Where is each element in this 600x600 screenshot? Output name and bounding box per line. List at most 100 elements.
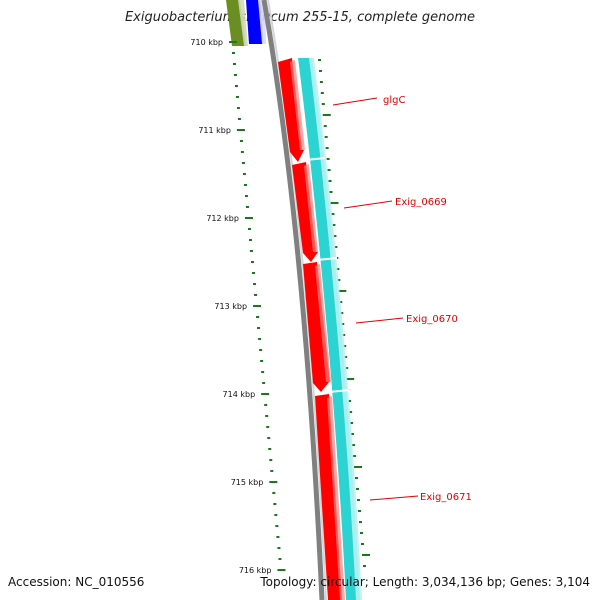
tick-major — [261, 393, 270, 395]
tick-minor — [232, 63, 236, 65]
tick-minor — [339, 301, 343, 303]
tick-minor — [278, 558, 282, 560]
tick-track — [229, 41, 286, 571]
tick-minor — [355, 477, 359, 479]
tick-labels: 710 kbp 711 kbp 712 kbp 713 kbp 714 kbp 715 k… — [190, 38, 271, 575]
tick-minor — [320, 92, 324, 94]
tick-major — [338, 290, 347, 292]
tick-minor — [343, 345, 347, 347]
tick-minor — [324, 136, 328, 138]
tick-minor — [356, 488, 360, 490]
tick-major — [236, 129, 245, 131]
tick-minor — [249, 250, 253, 252]
tick-minor — [340, 312, 344, 314]
tick-major — [253, 305, 262, 307]
tick-minor — [333, 235, 337, 237]
tick-minor — [349, 411, 353, 413]
tick-minor — [266, 426, 270, 428]
tick-minor — [237, 118, 241, 120]
tick-minor — [231, 52, 235, 54]
tick-minor — [258, 338, 262, 340]
cds-arrows-red — [278, 58, 345, 600]
tick-minor — [331, 213, 335, 215]
gene-label-exig-0670[interactable]: Exig_0670 — [355, 314, 458, 325]
tick-minor — [254, 294, 258, 296]
tick-minor — [325, 147, 329, 149]
tick-minor — [269, 459, 273, 461]
gene-label-text: Exig_0669 — [395, 197, 447, 208]
tick-minor — [358, 510, 362, 512]
accession-text: Accession: NC_010556 — [8, 575, 145, 589]
tick-major — [277, 569, 286, 571]
tick-label: 714 kbp — [223, 390, 256, 399]
tick-minor — [360, 543, 364, 545]
tick-minor — [342, 334, 346, 336]
tick-minor — [236, 107, 240, 109]
tick-minor — [341, 323, 345, 325]
tick-minor — [362, 565, 366, 567]
gene-label-text: Exig_0671 — [420, 492, 472, 503]
tick-minor — [251, 261, 255, 263]
tick-minor — [240, 151, 244, 153]
tick-minor — [357, 499, 361, 501]
tick-minor — [264, 404, 268, 406]
tick-track-right — [318, 59, 370, 567]
gene-label-exig-0669[interactable]: Exig_0669 — [343, 197, 447, 209]
tick-minor — [334, 246, 338, 248]
tick-minor — [332, 224, 336, 226]
tick-minor — [233, 74, 237, 76]
tick-label: 715 kbp — [231, 478, 264, 487]
tick-label: 716 kbp — [239, 566, 272, 575]
gene-label-text: glgC — [383, 95, 405, 106]
tick-minor — [239, 140, 243, 142]
tick-minor — [257, 327, 261, 329]
tick-minor — [345, 367, 349, 369]
tick-minor — [336, 268, 340, 270]
tick-minor — [243, 184, 247, 186]
tick-minor — [259, 349, 263, 351]
tick-label: 711 kbp — [198, 126, 231, 135]
tick-minor — [344, 356, 348, 358]
tick-label: 712 kbp — [206, 214, 239, 223]
tick-minor — [248, 239, 252, 241]
tick-major — [330, 202, 339, 204]
tick-minor — [253, 283, 257, 285]
tick-minor — [247, 228, 251, 230]
tick-label: 710 kbp — [190, 38, 223, 47]
tick-minor — [353, 455, 357, 457]
tick-minor — [272, 492, 276, 494]
tick-minor — [234, 85, 238, 87]
tick-minor — [318, 70, 322, 72]
tick-major — [361, 554, 370, 556]
tick-major — [346, 378, 355, 380]
tick-minor — [275, 525, 279, 527]
tick-minor — [326, 158, 330, 160]
tick-minor — [360, 532, 364, 534]
tick-major — [244, 217, 253, 219]
tick-minor — [323, 125, 327, 127]
gene-label-glgC[interactable]: glgC — [332, 95, 405, 106]
tick-minor — [265, 415, 269, 417]
tick-minor — [319, 81, 323, 83]
tick-minor — [274, 514, 278, 516]
backbone-track — [261, 0, 325, 600]
tick-minor — [244, 195, 248, 197]
tick-minor — [318, 59, 321, 61]
tick-minor — [252, 272, 256, 274]
tick-minor — [277, 547, 281, 549]
tick-minor — [350, 422, 354, 424]
tick-minor — [267, 437, 271, 439]
tick-minor — [329, 191, 333, 193]
gene-label-text: Exig_0670 — [406, 314, 458, 325]
cds-band-cyan — [298, 58, 362, 600]
tick-minor — [270, 470, 274, 472]
tick-minor — [328, 180, 332, 182]
tick-minor — [241, 162, 245, 164]
tick-minor — [268, 448, 272, 450]
tick-minor — [348, 400, 352, 402]
tick-minor — [260, 360, 264, 362]
tick-major — [269, 481, 278, 483]
tick-minor — [261, 371, 265, 373]
tick-minor — [262, 382, 266, 384]
gene-label-exig-0671[interactable]: Exig_0671 — [369, 492, 472, 503]
